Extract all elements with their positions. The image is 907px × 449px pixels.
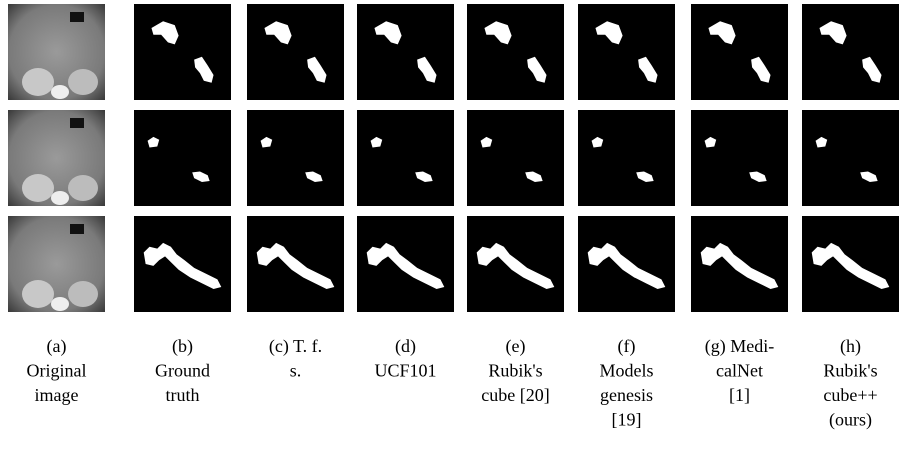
- caption-line: cube++: [823, 385, 877, 405]
- mask-background: [134, 110, 231, 206]
- mask-background: [802, 4, 899, 100]
- image-cell: [467, 216, 564, 312]
- mask-background: [578, 110, 675, 206]
- image-cell: [134, 4, 231, 100]
- mask-background: [134, 4, 231, 100]
- ct-organ: [22, 68, 54, 96]
- ct-organ: [22, 280, 54, 308]
- image-cell: [802, 110, 899, 206]
- ct-spine: [51, 297, 69, 311]
- mask-background: [578, 4, 675, 100]
- caption-line: (g) Medi-: [705, 336, 774, 357]
- image-cell: [357, 4, 454, 100]
- mask-background: [691, 4, 788, 100]
- caption-line: (ours): [829, 410, 872, 431]
- ct-air: [70, 224, 84, 234]
- caption-line: genesis: [600, 385, 653, 405]
- image-cell: [691, 110, 788, 206]
- caption-line: calNet: [716, 361, 763, 381]
- caption-line: (f): [618, 336, 636, 357]
- ct-air: [70, 12, 84, 22]
- caption-line: (d): [395, 336, 416, 357]
- mask-background: [357, 4, 454, 100]
- image-cell: [8, 216, 105, 312]
- ct-organ: [22, 174, 54, 202]
- caption-line: [1]: [729, 385, 750, 405]
- figure: (a) Original image (b) Ground truth (c) T. f. s…: [0, 0, 907, 449]
- caption-line: UCF101: [374, 361, 436, 381]
- image-cell: [467, 110, 564, 206]
- caption-line: (a): [47, 336, 67, 357]
- image-cell: [691, 4, 788, 100]
- caption-line: (h): [840, 336, 861, 357]
- image-cell: [134, 216, 231, 312]
- caption-line: [19]: [612, 410, 642, 430]
- ct-spine: [51, 191, 69, 205]
- image-cell: [134, 110, 231, 206]
- image-cell: [8, 4, 105, 100]
- caption-line: image: [35, 385, 79, 405]
- ct-organ: [68, 69, 98, 95]
- caption-line: truth: [166, 385, 200, 405]
- ct-spine: [51, 85, 69, 99]
- mask-background: [691, 110, 788, 206]
- mask-background: [247, 4, 344, 100]
- caption-line: (e): [506, 336, 526, 357]
- ct-organ: [68, 281, 98, 307]
- image-cell: [578, 4, 675, 100]
- page: (a) Original image (b) Ground truth (c) T. f. s…: [0, 0, 907, 449]
- image-cell: [578, 110, 675, 206]
- caption-line: cube [20]: [481, 385, 549, 405]
- image-cell: [247, 216, 344, 312]
- caption-line: Models: [600, 361, 654, 381]
- image-cell: [467, 4, 564, 100]
- caption-line: s.: [290, 361, 302, 381]
- mask-background: [802, 110, 899, 206]
- caption-line: (b): [172, 336, 193, 357]
- caption-line: Original: [27, 361, 87, 381]
- image-cell: [247, 110, 344, 206]
- ct-organ: [68, 175, 98, 201]
- caption-line: Rubik's: [488, 361, 542, 381]
- image-cell: [357, 110, 454, 206]
- image-cell: [802, 216, 899, 312]
- image-cell: [357, 216, 454, 312]
- mask-background: [467, 110, 564, 206]
- image-cell: [578, 216, 675, 312]
- caption-line: (c) T. f.: [269, 336, 322, 357]
- caption-line: Ground: [155, 361, 210, 381]
- ct-air: [70, 118, 84, 128]
- image-cell: [247, 4, 344, 100]
- mask-background: [247, 110, 344, 206]
- caption-line: Rubik's: [823, 361, 877, 381]
- image-cell: [691, 216, 788, 312]
- mask-background: [467, 4, 564, 100]
- image-cell: [802, 4, 899, 100]
- mask-background: [357, 110, 454, 206]
- image-cell: [8, 110, 105, 206]
